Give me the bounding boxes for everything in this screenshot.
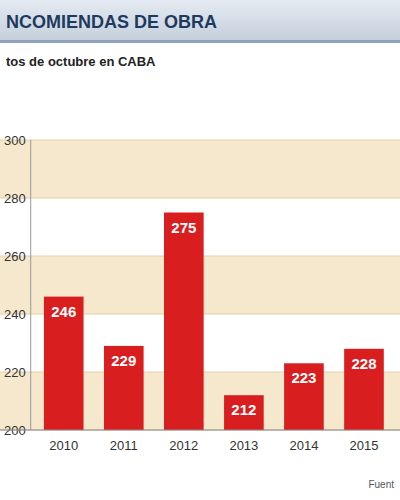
bar (164, 213, 204, 431)
header-band (0, 0, 400, 40)
x-tick-label: 2014 (289, 438, 318, 453)
bar (284, 363, 324, 430)
chart: NCOMIENDAS DE OBRA tos de octubre en CABA… (0, 0, 400, 500)
y-axis-line (30, 140, 31, 430)
grid-line (0, 198, 400, 199)
bar (44, 297, 84, 430)
title: NCOMIENDAS DE OBRA (6, 12, 217, 32)
x-tick-label: 2011 (110, 438, 138, 453)
data-label: 275 (171, 219, 196, 236)
bar (224, 395, 264, 430)
grid-band (0, 140, 400, 198)
x-tick-label: 2013 (229, 438, 258, 453)
data-label: 229 (111, 352, 136, 369)
data-label: 223 (291, 369, 316, 386)
y-tick-label: 260 (4, 249, 26, 264)
grid-line (0, 140, 400, 141)
header-rule (0, 40, 400, 43)
data-label: 246 (51, 303, 76, 320)
source: Fuent (368, 479, 394, 490)
subtitle: tos de octubre en CABA (6, 54, 156, 69)
data-label: 212 (231, 401, 256, 418)
data-label: 228 (351, 355, 376, 372)
bar (344, 349, 384, 430)
labels: 246 2010 229 2011 275 2012 212 2013 223 2014 228 20… (49, 219, 378, 454)
x-tick-label: 2012 (169, 438, 198, 453)
bar (104, 346, 144, 430)
x-tick-label: 2015 (350, 438, 379, 453)
baseline (0, 430, 400, 431)
grid-line (0, 430, 400, 431)
y-tick-label: 240 (4, 307, 26, 322)
x-tick-label: 2010 (49, 438, 78, 453)
bars (44, 213, 384, 431)
y-tick-label: 220 (4, 365, 26, 380)
y-tick-label: 300 (4, 133, 26, 148)
y-tick-label: 280 (4, 191, 26, 206)
